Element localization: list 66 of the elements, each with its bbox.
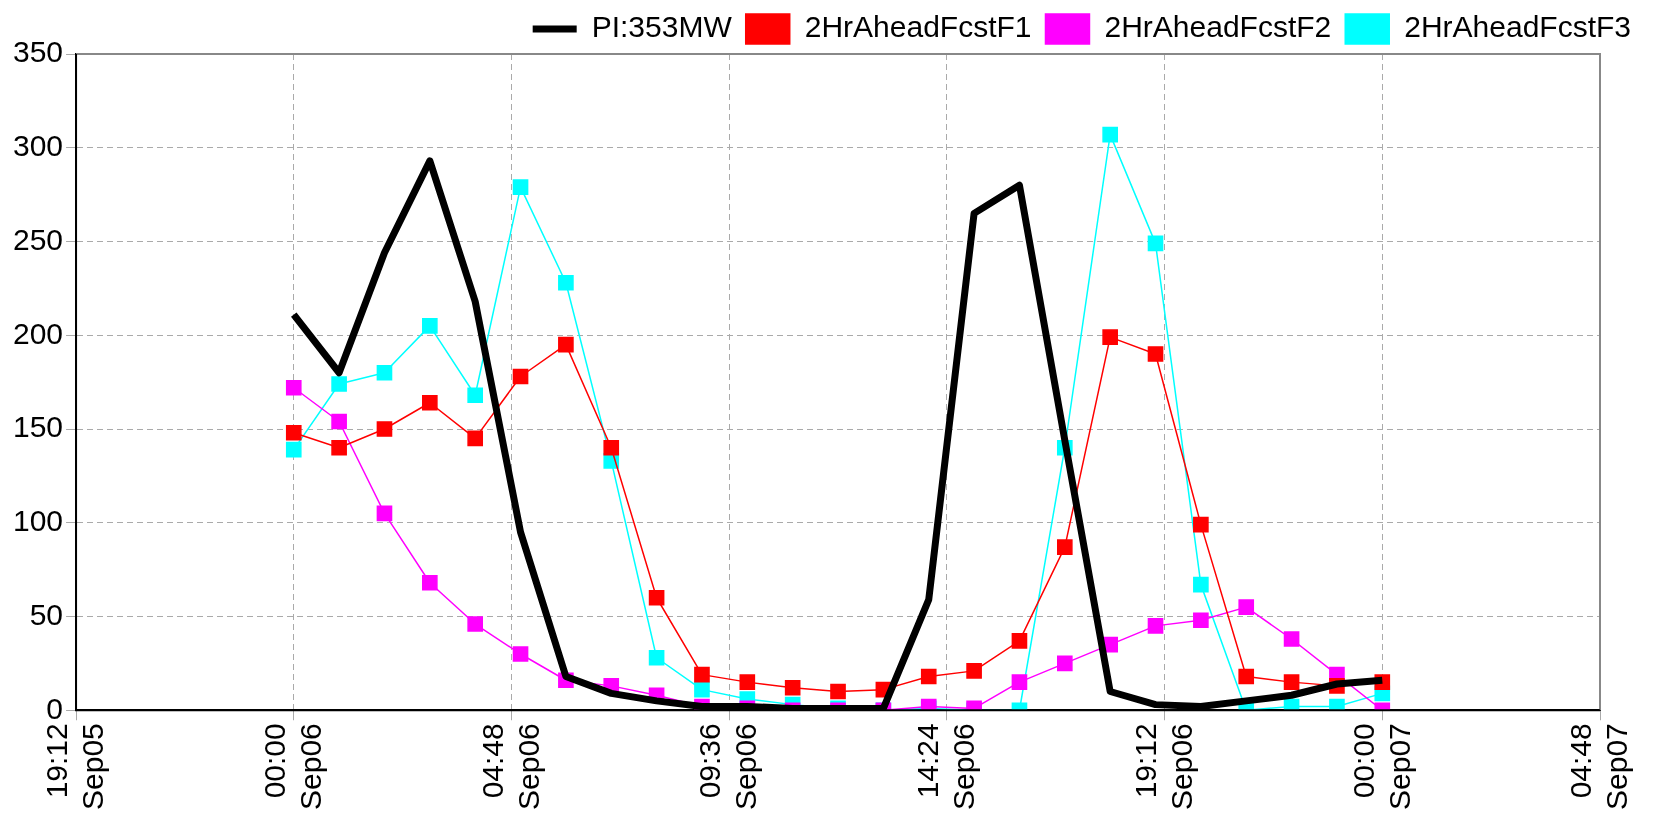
point [1193, 576, 1209, 593]
x-tick-label: 00:00 Sep07 [1346, 723, 1416, 810]
y-tick-label: 0 [46, 691, 64, 725]
legend-label: 2HrAheadFcstF2 [1104, 10, 1332, 44]
point [739, 674, 756, 690]
point [467, 387, 483, 404]
point [467, 616, 483, 632]
x-tick-label: 09:36 Sep06 [693, 723, 763, 810]
y-tick-label: 100 [12, 504, 64, 538]
point [331, 413, 347, 430]
y-tick-label: 50 [29, 597, 64, 631]
point [1147, 235, 1164, 252]
point [376, 421, 393, 437]
point [694, 681, 710, 698]
point [784, 679, 801, 696]
point [648, 589, 665, 606]
point [512, 368, 529, 385]
point [1193, 612, 1209, 629]
point [422, 318, 438, 334]
point [285, 441, 302, 458]
legend-label: 2HrAheadFcstF1 [804, 10, 1032, 44]
point [331, 376, 347, 392]
point [1147, 618, 1164, 634]
point [1011, 674, 1028, 690]
x-tick-label: 14:24 Sep06 [911, 723, 981, 810]
y-tick-label: 250 [12, 222, 64, 256]
point [694, 666, 710, 683]
y-tick-label: 200 [12, 316, 64, 350]
x-tick-label: 19:12 Sep05 [40, 723, 110, 810]
point [467, 430, 483, 447]
point [1193, 516, 1209, 533]
x-tick-label: 00:00 Sep06 [258, 723, 328, 810]
point [331, 439, 347, 456]
point [1102, 126, 1118, 143]
point [1056, 655, 1073, 672]
point [285, 424, 302, 441]
y-tick-label: 300 [12, 129, 64, 163]
x-tick-label: 04:48 Sep06 [475, 723, 545, 810]
legend-label: PI:353MW [591, 10, 733, 44]
point [422, 574, 438, 591]
x-tick-label: 19:12 Sep06 [1128, 723, 1198, 810]
point [920, 668, 937, 685]
point [1056, 539, 1073, 555]
point [1283, 674, 1300, 690]
point [1238, 668, 1255, 685]
legend-label: 2HrAheadFcstF3 [1404, 10, 1632, 44]
point [1283, 631, 1300, 647]
point [512, 646, 529, 662]
point [1102, 329, 1118, 345]
point [1011, 633, 1028, 649]
point [285, 379, 302, 396]
point [603, 439, 620, 456]
point [1238, 599, 1255, 615]
point [558, 336, 574, 353]
point [966, 663, 982, 679]
point [830, 683, 846, 700]
point [422, 394, 438, 411]
point [1147, 346, 1164, 362]
point [376, 364, 393, 381]
y-tick-label: 150 [12, 410, 64, 444]
point [648, 649, 665, 666]
point [512, 179, 529, 195]
y-tick-label: 350 [12, 35, 64, 69]
point [376, 505, 393, 522]
x-tick-label: 04:48 Sep07 [1564, 723, 1634, 810]
point [558, 274, 574, 291]
